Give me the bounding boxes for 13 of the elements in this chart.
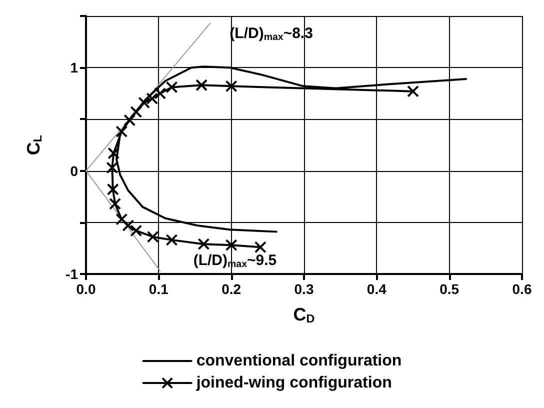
x-tick-label: 0.0 [76,281,96,297]
x-tick-label: 0.1 [148,281,169,297]
x-tick-label: 0.2 [222,281,242,297]
y-tick-label: -1 [66,266,78,282]
x-tick-label: 0.4 [366,281,387,297]
y-axis-title: CL [24,134,44,156]
x-tick-label: 0.5 [440,281,460,297]
y-tick-label: 1 [70,60,78,76]
x-tick-label: 0.3 [294,281,314,297]
y-tick-label: 0 [70,162,78,179]
x-tick-label: 0.6 [512,281,532,297]
legend-label: joined-wing configuration [195,374,392,392]
legend-label: conventional configuration [196,352,402,370]
